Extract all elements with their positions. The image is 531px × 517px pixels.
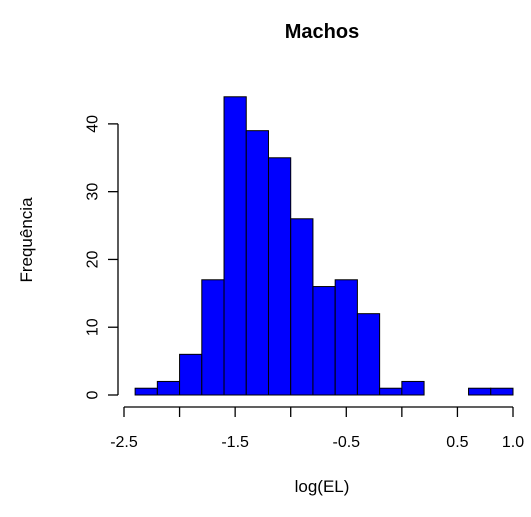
- y-tick-label: 0: [85, 390, 102, 399]
- y-tick-label: 30: [85, 183, 102, 201]
- histogram-bar: [379, 387, 403, 396]
- histogram-bar: [312, 286, 336, 396]
- x-tick-label: 1.0: [502, 434, 524, 451]
- x-tick-label: -2.5: [110, 434, 138, 451]
- histogram-bar: [267, 157, 292, 396]
- bars-group: [134, 96, 514, 396]
- x-tick-label: -0.5: [332, 434, 360, 451]
- histogram-bar: [201, 279, 225, 396]
- histogram-bar: [179, 353, 203, 396]
- histogram-bar: [468, 387, 492, 396]
- histogram-bar: [156, 380, 181, 396]
- x-axis-label: log(EL): [295, 477, 350, 496]
- y-tick-label: 10: [85, 318, 102, 336]
- y-tick-label: 40: [85, 115, 102, 133]
- histogram-bar: [290, 218, 314, 396]
- histogram-bar: [334, 279, 358, 396]
- histogram-bar: [223, 96, 247, 396]
- x-tick-label: 0.5: [446, 434, 468, 451]
- histogram-bar: [356, 313, 381, 396]
- x-tick-label: -1.5: [221, 434, 249, 451]
- histogram-bar: [490, 387, 514, 396]
- y-axis-label: Frequência: [17, 197, 36, 283]
- x-axis: -2.5 -1.5 -0.5 0.5 1.0: [110, 406, 524, 451]
- histogram-bar: [245, 130, 269, 396]
- y-axis: 0 10 20 30 40: [85, 115, 119, 399]
- chart-title: Machos: [285, 21, 359, 43]
- y-tick-label: 20: [85, 250, 102, 268]
- histogram-bar: [401, 380, 425, 396]
- histogram-bar: [134, 387, 158, 396]
